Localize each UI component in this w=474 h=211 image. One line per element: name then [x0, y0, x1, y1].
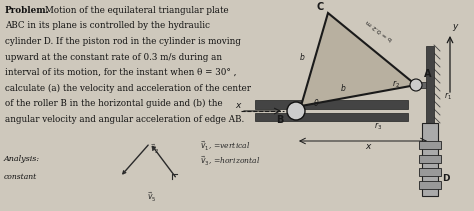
- Text: Motion of the equilateral triangular plate: Motion of the equilateral triangular pla…: [45, 6, 228, 15]
- Text: b: b: [340, 84, 346, 93]
- Bar: [422, 123, 438, 196]
- Text: B: B: [276, 115, 283, 125]
- Bar: [419, 181, 441, 189]
- Text: Problem.: Problem.: [5, 6, 50, 15]
- Text: constant: constant: [4, 173, 37, 181]
- Bar: [255, 113, 408, 121]
- Text: b = 0.2 m: b = 0.2 m: [366, 19, 394, 41]
- Text: A: A: [424, 69, 432, 79]
- Text: calculate (a) the velocity and acceleration of the center: calculate (a) the velocity and accelerat…: [5, 84, 251, 93]
- Text: D: D: [442, 174, 450, 183]
- Text: angular velocity and angular acceleration of edge AB.: angular velocity and angular acceleratio…: [5, 115, 244, 123]
- Text: $r_3$: $r_3$: [374, 121, 382, 133]
- Text: $\theta$: $\theta$: [313, 97, 319, 108]
- Text: Analysis:: Analysis:: [4, 155, 40, 163]
- Text: $\vec{v}_2$: $\vec{v}_2$: [150, 143, 160, 157]
- Text: C: C: [316, 2, 324, 12]
- Text: x: x: [365, 142, 371, 151]
- Text: $r_2$: $r_2$: [392, 78, 400, 89]
- Text: y: y: [452, 22, 458, 31]
- Circle shape: [287, 102, 305, 120]
- Text: x: x: [235, 101, 241, 110]
- Text: $\vec{v}_1$, =vertical: $\vec{v}_1$, =vertical: [200, 139, 250, 153]
- Bar: [426, 46, 434, 123]
- Text: ABC in its plane is controlled by the hydraulic: ABC in its plane is controlled by the hy…: [5, 22, 210, 31]
- Bar: [419, 168, 441, 176]
- Text: interval of its motion, for the instant when θ = 30° ,: interval of its motion, for the instant …: [5, 68, 237, 77]
- Text: cylinder D. If the piston rod in the cylinder is moving: cylinder D. If the piston rod in the cyl…: [5, 37, 241, 46]
- Text: $\vec{v}_5$: $\vec{v}_5$: [147, 191, 157, 204]
- Polygon shape: [301, 13, 416, 106]
- Text: upward at the constant rate of 0.3 m/s during an: upward at the constant rate of 0.3 m/s d…: [5, 53, 222, 61]
- Text: $\vec{v}_3$, =horizontal: $\vec{v}_3$, =horizontal: [200, 154, 260, 168]
- Circle shape: [410, 79, 422, 91]
- Bar: [255, 100, 408, 109]
- Bar: [419, 141, 441, 149]
- Bar: [419, 155, 441, 163]
- Bar: [416, 82, 426, 88]
- Text: $r_1$: $r_1$: [444, 91, 452, 103]
- Text: of the roller B in the horizontal guide and (b) the: of the roller B in the horizontal guide …: [5, 99, 223, 108]
- Text: b: b: [300, 53, 304, 62]
